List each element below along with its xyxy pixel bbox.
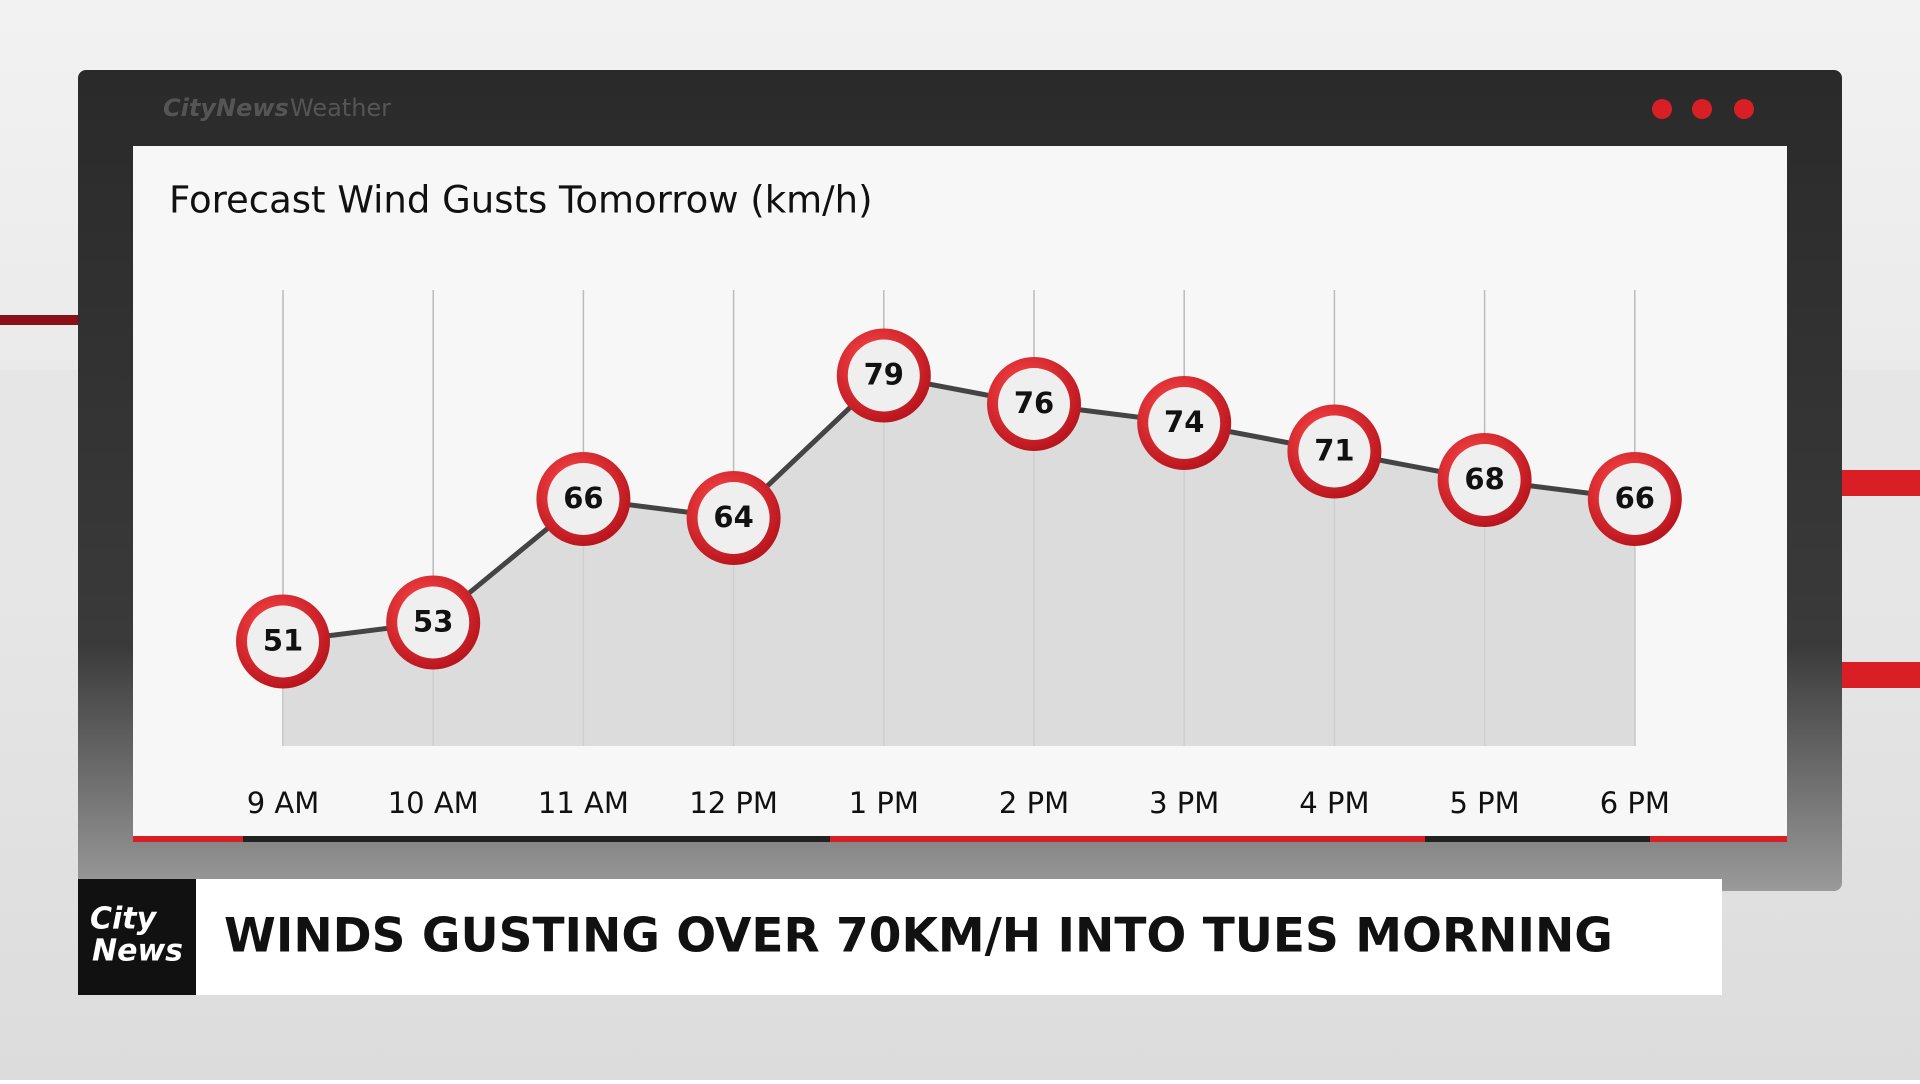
value-label: 51 <box>263 624 303 658</box>
marker-inner <box>1598 463 1671 535</box>
panel-bar <box>830 836 1425 842</box>
marker-inner <box>697 482 770 554</box>
value-label: 71 <box>1314 434 1354 468</box>
marker-inner <box>1448 444 1521 516</box>
value-label: 53 <box>413 605 453 639</box>
x-tick-label: 12 PM <box>689 786 778 820</box>
logo-box <box>78 879 196 995</box>
value-label: 66 <box>1615 481 1655 515</box>
logo-text: City <box>90 902 158 937</box>
plot: 9 AM 10 AM 11 AM 12 PM 1 PM 2 PM 3 PM 4 PM 5 PM 6… <box>236 290 1682 820</box>
value-label: 76 <box>1014 386 1054 420</box>
x-tick-label: 6 PM <box>1600 786 1670 820</box>
x-tick-label: 2 PM <box>999 786 1069 820</box>
brand: CityNews <box>163 94 289 122</box>
dot <box>1734 99 1754 119</box>
panel-bar <box>1650 836 1787 842</box>
marker-inner <box>397 586 470 659</box>
dot <box>1652 99 1672 119</box>
logo-text: News <box>92 934 183 969</box>
marker-inner <box>247 605 319 678</box>
x-tick-label: 5 PM <box>1450 786 1520 820</box>
headline-bar <box>196 879 1722 995</box>
headline: WINDS GUSTING OVER 70KM/H INTO TUES MORN… <box>224 909 1613 964</box>
value-label: 64 <box>713 500 753 534</box>
x-tick-label: 10 AM <box>388 786 479 820</box>
marker-inner <box>847 339 920 412</box>
accent <box>0 315 130 325</box>
value-label: 74 <box>1164 405 1204 439</box>
dot <box>1692 99 1712 119</box>
value-label: 66 <box>563 481 603 515</box>
marker-inner <box>1298 415 1371 488</box>
marker-inner <box>1148 387 1221 459</box>
x-tick-label: 11 AM <box>538 786 629 820</box>
marker-inner <box>998 368 1070 440</box>
x-tick-label: 4 PM <box>1299 786 1369 820</box>
value-label: 68 <box>1464 462 1504 496</box>
line <box>282 372 1636 644</box>
section: Weather <box>290 94 391 122</box>
x-tick-label: 9 AM <box>247 786 320 820</box>
x-tick-label: 1 PM <box>849 786 919 820</box>
x-tick-label: 3 PM <box>1149 786 1219 820</box>
chart-title: Forecast Wind Gusts Tomorrow (km/h) <box>169 179 873 222</box>
value-label: 79 <box>864 358 904 392</box>
marker-inner <box>547 463 620 535</box>
panel-bar <box>133 836 243 842</box>
